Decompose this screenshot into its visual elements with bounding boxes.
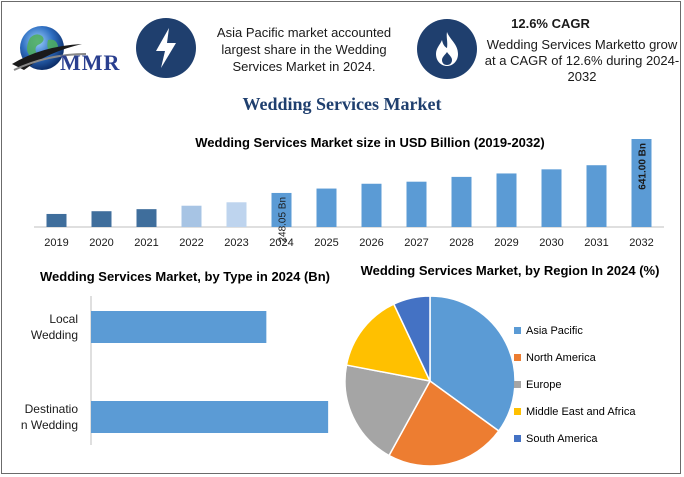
type-category-label: Destinatio n Wedding (21, 402, 78, 432)
legend-item: South America (514, 425, 635, 452)
bar-2024 (271, 192, 292, 227)
legend-label: Middle East and Africa (526, 405, 636, 418)
highlight-text: Asia Pacific market accounted largest sh… (216, 25, 392, 74)
pie-slice-north-america (388, 379, 500, 467)
legend-label: Europe (526, 378, 562, 391)
x-tick-label: 2031 (584, 237, 608, 249)
type-chart-title: Wedding Services Market, by Type in 2024… (40, 269, 330, 284)
bar-2021 (136, 209, 157, 227)
bar-chart-title: Wedding Services Market size in USD Bill… (195, 135, 545, 150)
legend-label: North America (526, 351, 596, 364)
region-legend: Asia Pacific North America Europe Middle Ea… (514, 317, 635, 452)
bar-2025 (316, 188, 337, 227)
x-tick-label: 2021 (134, 237, 158, 249)
type-bar (91, 311, 267, 343)
x-tick-label: 2029 (494, 237, 518, 249)
bar-2020 (91, 211, 112, 227)
x-tick-label: 2022 (179, 237, 203, 249)
x-tick-label: 2024 (269, 237, 293, 249)
legend-swatch (514, 435, 521, 442)
type-bar (91, 401, 329, 433)
x-tick-label: 2019 (44, 237, 68, 249)
region-chart-title: Wedding Services Market, by Region In 20… (360, 263, 660, 278)
globe-logo-icon (12, 26, 87, 71)
flame-badge (416, 18, 478, 80)
legend-swatch (514, 354, 521, 361)
mmr-logo: MMR (8, 20, 126, 82)
x-tick-label: 2028 (449, 237, 473, 249)
lightning-badge (135, 17, 197, 79)
legend-label: South America (526, 432, 598, 445)
bar-2031 (586, 165, 607, 227)
bar-2019 (46, 213, 67, 227)
type-category-label: Local Wedding (31, 312, 78, 342)
bar-2029 (496, 173, 517, 227)
x-tick-label: 2020 (89, 237, 113, 249)
legend-item: Asia Pacific (514, 317, 635, 344)
bar-2027 (406, 181, 427, 227)
pie-slice-europe (344, 364, 432, 457)
cagr-text: Wedding Services Marketto grow at a CAGR… (484, 37, 680, 84)
pie-slice-south-america (392, 295, 431, 382)
pie-slice-middle-east-and-africa (345, 303, 432, 383)
bar-2028 (451, 176, 472, 227)
bar-data-label: 641.00 Bn (638, 143, 649, 190)
legend-item: North America (514, 344, 635, 371)
bar-2023 (226, 202, 247, 227)
legend-item: Middle East and Africa (514, 398, 635, 425)
legend-swatch (514, 408, 521, 415)
bar-data-label: 248.05 Bn (278, 197, 289, 243)
flame-icon (417, 19, 477, 79)
x-tick-label: 2025 (314, 237, 338, 249)
legend-swatch (514, 381, 521, 388)
x-tick-label: 2032 (629, 237, 653, 249)
bar-2026 (361, 183, 382, 227)
bar-2022 (181, 205, 202, 227)
legend-item: Europe (514, 371, 635, 398)
x-tick-label: 2027 (404, 237, 428, 249)
x-tick-label: 2023 (224, 237, 248, 249)
legend-label: Asia Pacific (526, 324, 583, 337)
bar-2032 (631, 139, 652, 227)
bar-2030 (541, 169, 562, 227)
lightning-bolt-icon (136, 18, 196, 78)
x-tick-label: 2026 (359, 237, 383, 249)
main-title: Wedding Services Market (242, 94, 442, 114)
logo-text: MMR (60, 50, 121, 75)
x-tick-label: 2030 (539, 237, 563, 249)
cagr-title: 12.6% CAGR (511, 16, 590, 31)
legend-swatch (514, 327, 521, 334)
pie-slice-asia-pacific (429, 295, 516, 433)
